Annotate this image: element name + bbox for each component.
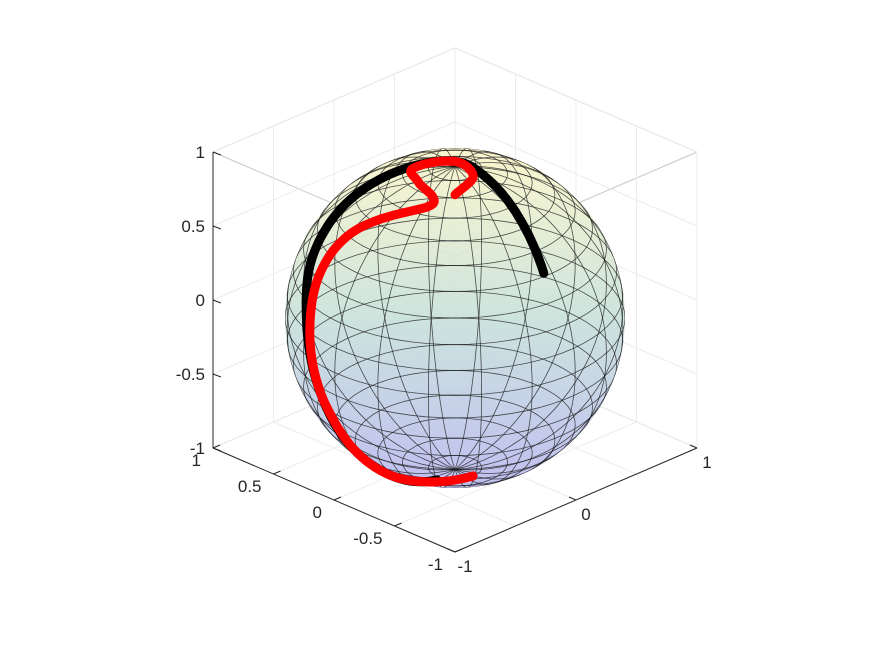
y-tick <box>273 470 281 475</box>
mesh-meridian <box>454 162 607 470</box>
z-tick <box>212 225 222 230</box>
mesh-meridian <box>334 156 456 470</box>
z-tick-label: 0 <box>196 291 205 310</box>
x-tick-label: 0 <box>581 505 590 524</box>
z-tick-label: 0.5 <box>181 217 205 236</box>
mesh-meridian <box>454 156 576 470</box>
z-tick <box>212 151 222 156</box>
x-tick-label: -1 <box>457 557 472 576</box>
z-tick-label: -0.5 <box>176 365 205 384</box>
y-tick-label: -1 <box>428 555 443 574</box>
trajectory-2 <box>305 156 478 487</box>
y-tick-label: 0 <box>313 503 322 522</box>
y-tick <box>333 496 342 501</box>
z-tick <box>212 373 222 378</box>
z-tick-label: 1 <box>196 143 205 162</box>
y-tick <box>394 522 402 527</box>
y-tick-label: 1 <box>192 451 201 470</box>
mesh-meridian <box>427 166 456 488</box>
y-tick-label: 0.5 <box>238 477 262 496</box>
mesh-meridian <box>286 166 456 471</box>
axes-ticks <box>212 151 698 553</box>
z-tick <box>212 299 222 304</box>
z-tick <box>212 447 222 452</box>
mesh-meridian <box>454 148 483 470</box>
y-tick-label: -0.5 <box>353 529 382 548</box>
y-tick <box>212 444 221 449</box>
mesh-meridian <box>454 166 624 471</box>
trajectories <box>301 156 549 487</box>
x-tick <box>447 548 456 553</box>
axes-tick-labels: -1-0.500.51-1-0.500.51-101 <box>176 143 712 576</box>
mesh-meridian <box>454 165 624 470</box>
x-tick-label: 1 <box>702 453 711 472</box>
mesh-meridian <box>454 166 607 474</box>
z-tick-label: -1 <box>190 439 205 458</box>
x-tick <box>689 444 698 449</box>
mesh-meridian <box>427 148 456 470</box>
x-tick <box>568 496 577 501</box>
mesh-meridian <box>454 166 483 488</box>
y-tick <box>454 548 463 553</box>
